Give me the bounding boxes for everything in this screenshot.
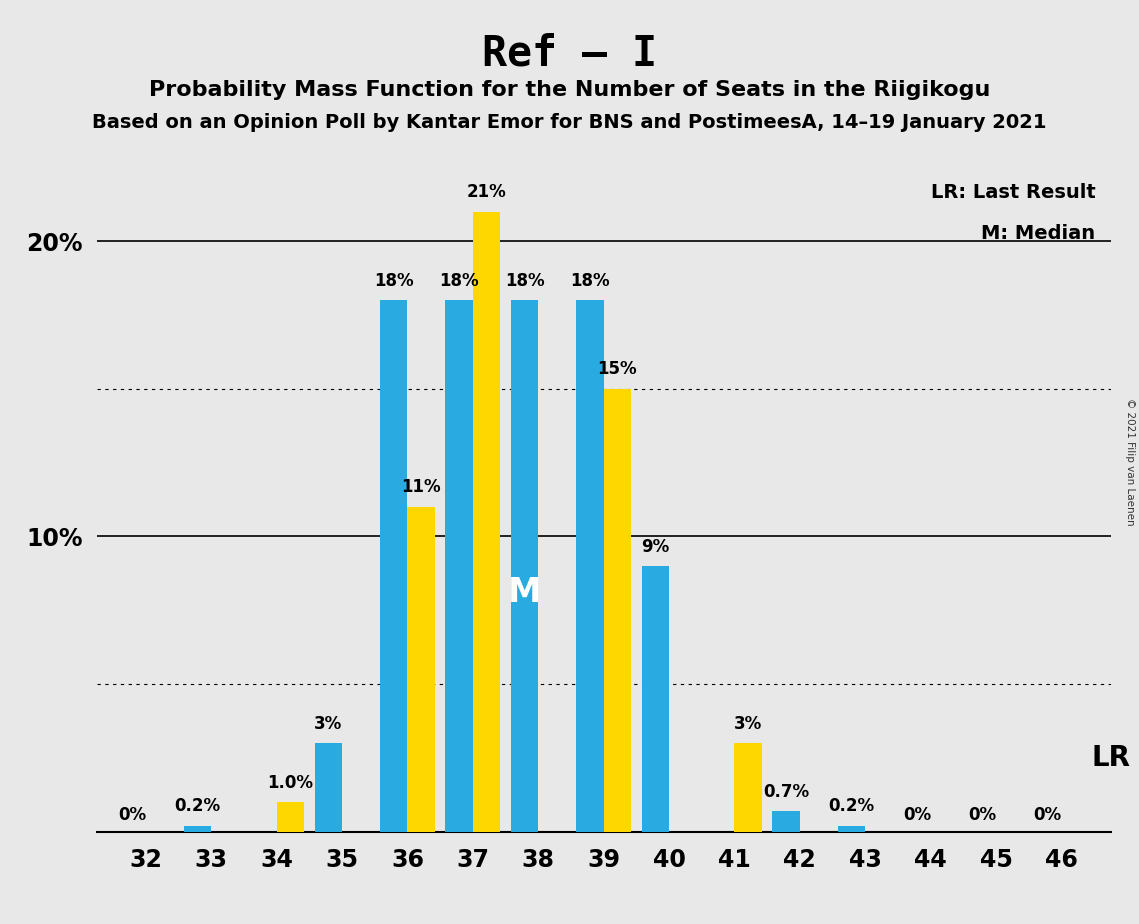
Text: 0%: 0%: [1034, 807, 1062, 824]
Bar: [277, 802, 304, 832]
Bar: [641, 565, 669, 832]
Text: 3%: 3%: [314, 714, 343, 733]
Text: 0.2%: 0.2%: [174, 797, 221, 815]
Bar: [604, 389, 631, 832]
Text: M: M: [508, 576, 541, 609]
Text: Probability Mass Function for the Number of Seats in the Riigikogu: Probability Mass Function for the Number…: [149, 80, 990, 101]
Text: 3%: 3%: [734, 714, 762, 733]
Bar: [183, 826, 211, 832]
Bar: [445, 300, 473, 832]
Text: 18%: 18%: [440, 272, 478, 290]
Text: 15%: 15%: [598, 360, 637, 378]
Text: 0%: 0%: [903, 807, 931, 824]
Bar: [735, 743, 762, 832]
Text: M: Median: M: Median: [981, 224, 1096, 243]
Text: 0%: 0%: [118, 807, 146, 824]
Text: 0%: 0%: [968, 807, 997, 824]
Text: LR: Last Result: LR: Last Result: [931, 183, 1096, 202]
Bar: [473, 212, 500, 832]
Text: Based on an Opinion Poll by Kantar Emor for BNS and PostimeesA, 14–19 January 20: Based on an Opinion Poll by Kantar Emor …: [92, 113, 1047, 132]
Text: 0.2%: 0.2%: [828, 797, 875, 815]
Text: 9%: 9%: [641, 538, 670, 555]
Bar: [576, 300, 604, 832]
Text: 21%: 21%: [467, 183, 507, 201]
Text: LR: LR: [1091, 744, 1131, 772]
Bar: [408, 506, 435, 832]
Text: 1.0%: 1.0%: [268, 773, 313, 792]
Bar: [772, 811, 800, 832]
Bar: [380, 300, 408, 832]
Text: 0.7%: 0.7%: [763, 783, 809, 800]
Text: 18%: 18%: [505, 272, 544, 290]
Bar: [314, 743, 342, 832]
Text: Ref – I: Ref – I: [482, 32, 657, 74]
Text: 18%: 18%: [374, 272, 413, 290]
Text: 18%: 18%: [571, 272, 609, 290]
Text: © 2021 Filip van Laenen: © 2021 Filip van Laenen: [1125, 398, 1134, 526]
Bar: [510, 300, 539, 832]
Text: 11%: 11%: [401, 479, 441, 496]
Bar: [838, 826, 866, 832]
